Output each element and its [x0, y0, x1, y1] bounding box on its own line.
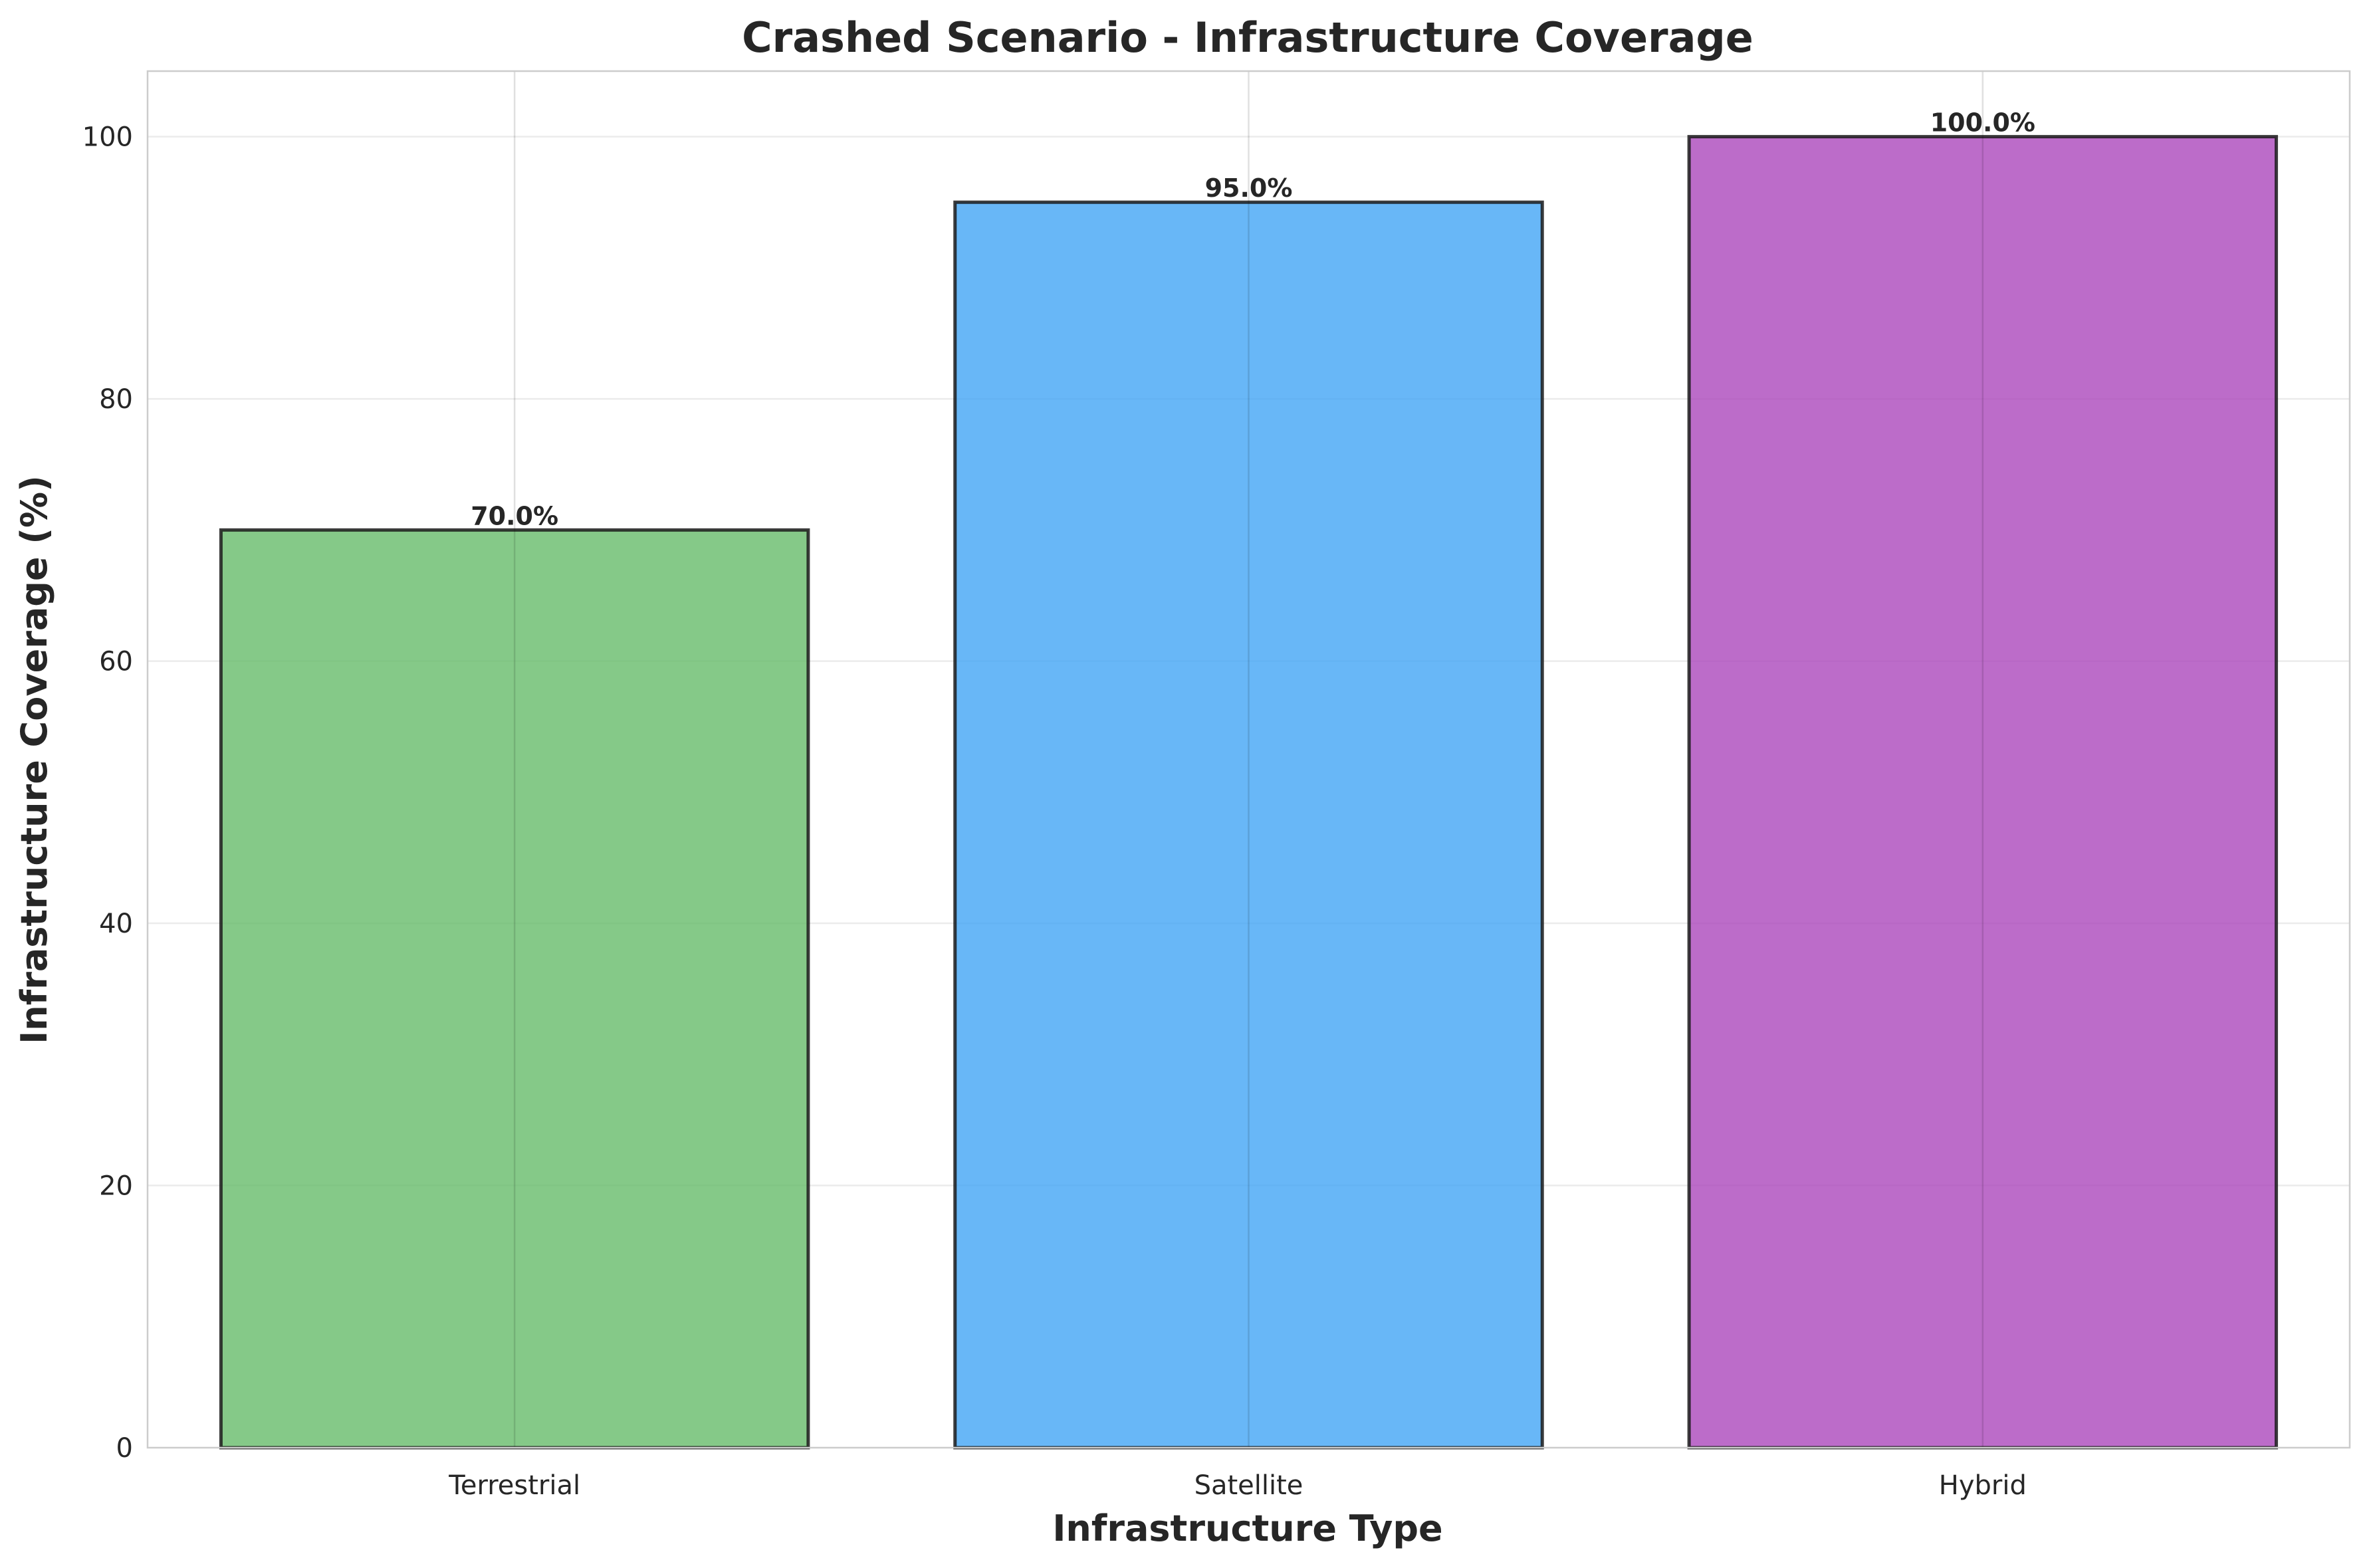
y-tick-label: 60: [99, 647, 133, 677]
y-axis-ticks: 0 20 40 60 80 100: [82, 122, 133, 1464]
data-label-terrestrial: 70.0%: [471, 501, 558, 530]
x-tick-label-hybrid: Hybrid: [1939, 1470, 2027, 1501]
y-tick-label: 0: [116, 1433, 133, 1464]
y-tick-label: 40: [99, 909, 133, 939]
x-axis-ticks: Terrestrial Satellite Hybrid: [448, 1470, 2027, 1501]
x-tick-label-satellite: Satellite: [1194, 1470, 1303, 1501]
data-label-satellite: 95.0%: [1205, 173, 1293, 203]
plot-frame: [146, 70, 2351, 1449]
data-label-hybrid: 100.0%: [1930, 108, 2035, 138]
bars: [219, 135, 2279, 1450]
x-axis-title: Infrastructure Type: [1052, 1508, 1442, 1549]
y-tick-label: 20: [99, 1171, 133, 1202]
data-labels: 70.0% 95.0% 100.0%: [471, 108, 2035, 531]
chart-title: Crashed Scenario - Infrastructure Covera…: [742, 13, 1753, 62]
y-tick-label: 80: [99, 384, 133, 415]
y-tick-label: 100: [82, 122, 133, 153]
x-tick-label-terrestrial: Terrestrial: [448, 1470, 580, 1501]
vertical-grid-lines: [513, 71, 1984, 1448]
y-axis-title: Infrastructure Coverage (%): [13, 475, 55, 1044]
bar-terrestrial: [219, 528, 810, 1450]
bar-hybrid: [1687, 135, 2279, 1450]
bar-satellite: [953, 200, 1544, 1450]
